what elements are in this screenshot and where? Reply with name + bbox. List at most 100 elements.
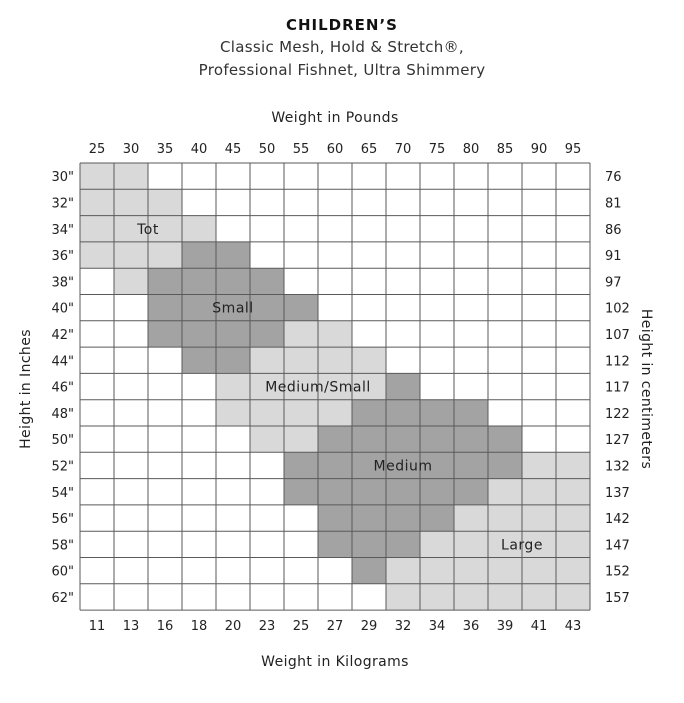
tick-label-inches: 52" [51,459,74,474]
cell-large [386,557,420,584]
cell-large [556,478,590,505]
cell-empty [318,294,352,321]
cell-empty [182,504,216,532]
tick-label-centimeters: 112 [605,354,630,369]
cell-empty [420,241,454,269]
cell-large [420,531,454,558]
cell-empty [488,241,522,269]
cell-medium [454,399,488,426]
cell-empty [182,399,216,426]
cell-medium [386,478,420,505]
cell-medium [352,399,386,426]
size-label-small: Small [212,301,253,317]
tick-label-centimeters: 81 [605,196,622,211]
tick-label-inches: 44" [51,354,74,369]
cell-empty [114,531,148,558]
tick-label-centimeters: 142 [605,512,630,527]
cell-empty [556,426,590,453]
cell-large [454,504,488,532]
cell-empty [352,215,386,242]
cell-empty [80,504,114,532]
cell-empty [420,373,454,400]
tick-label-centimeters: 86 [605,223,622,238]
cell-empty [488,215,522,242]
cell-empty [182,478,216,505]
cell-empty [114,347,148,374]
tick-label-pounds: 40 [191,142,208,157]
cell-large [488,478,522,505]
cell-large [556,504,590,532]
cell-empty [454,294,488,321]
cell-medium [454,452,488,479]
chart-title: CHILDREN’S [285,16,398,34]
tick-label-kilograms: 32 [395,619,412,634]
cell-small [182,294,216,321]
cell-empty [522,294,556,321]
cell-medium [420,399,454,426]
cell-empty [488,347,522,374]
size-grid [80,163,590,611]
cell-empty [114,583,148,611]
size-label-medium: Medium [374,458,433,474]
tick-label-inches: 54" [51,486,74,501]
cell-large [522,583,556,611]
tick-label-pounds: 60 [327,142,344,157]
tick-label-centimeters: 152 [605,565,630,580]
cell-empty [80,294,114,321]
cell-empty [80,268,114,295]
cell-empty [454,163,488,190]
cell-empty [454,268,488,295]
cell-medium [318,452,352,479]
cell-medium-small [250,347,284,374]
cell-empty [182,583,216,611]
cell-empty [216,504,250,532]
cell-empty [386,215,420,242]
cell-empty [216,452,250,479]
cell-medium [284,478,318,505]
tick-label-inches: 34" [51,223,74,238]
cell-empty [522,215,556,242]
cell-empty [80,557,114,584]
cell-empty [114,399,148,426]
cell-medium-small [216,373,250,400]
cell-empty [216,583,250,611]
cell-empty [318,583,352,611]
cell-empty [80,320,114,348]
tick-label-pounds: 45 [225,142,242,157]
cell-medium [352,478,386,505]
x-axis-label-pounds: Weight in Pounds [271,110,398,126]
cell-empty [420,294,454,321]
cell-empty [284,557,318,584]
cell-empty [488,268,522,295]
cell-empty [556,373,590,400]
cell-empty [80,426,114,453]
cell-empty [420,347,454,374]
cell-empty [454,320,488,348]
cell-empty [182,557,216,584]
cell-empty [352,241,386,269]
cell-large [522,531,556,558]
cell-empty [352,268,386,295]
cell-tot [148,189,182,216]
cell-empty [556,241,590,269]
tick-label-centimeters: 157 [605,591,630,606]
cell-tot [114,215,148,242]
cell-small [216,320,250,348]
tick-label-inches: 56" [51,512,74,527]
cell-large [420,583,454,611]
tick-label-pounds: 50 [259,142,276,157]
cell-empty [556,347,590,374]
cell-empty [352,163,386,190]
cell-empty [556,163,590,190]
cell-empty [250,478,284,505]
chart-subtitle-line-2: Professional Fishnet, Ultra Shimmery [198,61,486,79]
cell-empty [216,163,250,190]
cell-medium-small [318,373,352,400]
cell-medium [420,478,454,505]
cell-empty [420,163,454,190]
cell-small [250,320,284,348]
cell-empty [80,531,114,558]
cell-small [148,320,182,348]
cell-medium [318,504,352,532]
